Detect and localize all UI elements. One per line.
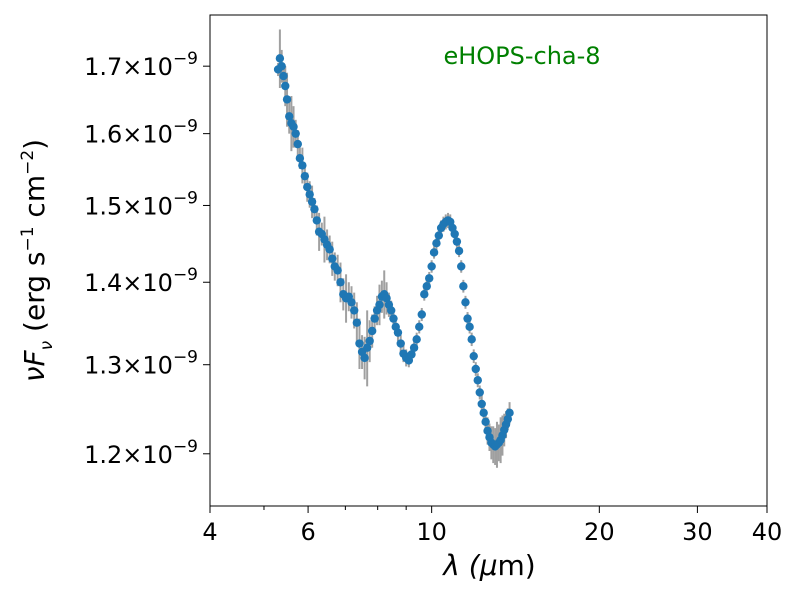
data-point bbox=[282, 95, 292, 104]
data-point bbox=[312, 216, 321, 225]
data-point bbox=[417, 310, 426, 319]
x-tick-label: 20 bbox=[584, 518, 615, 546]
data-point bbox=[450, 229, 459, 239]
data-point bbox=[279, 71, 288, 81]
data-point bbox=[469, 351, 478, 361]
data-point bbox=[277, 61, 286, 71]
data-point bbox=[454, 246, 464, 256]
data-point bbox=[459, 282, 468, 291]
y-axis-label-close: ) bbox=[18, 139, 51, 150]
data-point bbox=[281, 81, 290, 91]
x-axis-label: λ (μm) bbox=[441, 549, 535, 582]
x-axis-ticks: 4 6 10 20 30 40 bbox=[202, 506, 782, 546]
y-tick-label: 1.4×10−9 bbox=[84, 265, 198, 297]
data-point bbox=[328, 254, 337, 263]
data-point bbox=[481, 417, 490, 426]
data-point bbox=[382, 294, 391, 303]
x-tick-label: 40 bbox=[752, 518, 783, 546]
data-point bbox=[295, 154, 305, 163]
x-tick-label: 4 bbox=[202, 518, 217, 546]
y-axis-ticks: 1.2×10−9 1.3×10−9 1.4×10−9 1.5×10−9 1.6×10−9… bbox=[84, 49, 210, 469]
data-point bbox=[471, 364, 480, 374]
data-point bbox=[352, 318, 362, 327]
y-axis-label-exp-b: −2 bbox=[18, 150, 38, 175]
data-point bbox=[367, 326, 377, 336]
data-point bbox=[355, 339, 364, 348]
data-point bbox=[483, 426, 492, 436]
y-axis-label-subscript: ν bbox=[37, 340, 57, 350]
y-tick-label: 1.3×10−9 bbox=[84, 348, 198, 380]
data-point bbox=[452, 237, 462, 246]
data-point bbox=[303, 182, 312, 192]
plot-frame bbox=[209, 14, 768, 507]
data-point bbox=[347, 298, 356, 307]
data-point bbox=[289, 122, 298, 131]
y-tick-label: 1.2×10−9 bbox=[84, 437, 198, 469]
data-point bbox=[475, 388, 484, 397]
annotation-label: eHOPS-cha-8 bbox=[443, 42, 600, 70]
data-point bbox=[457, 262, 466, 271]
data-point bbox=[422, 282, 431, 291]
data-point bbox=[307, 197, 317, 206]
x-axis-label-symbol: μ bbox=[479, 549, 498, 582]
data-point bbox=[362, 343, 372, 352]
data-point bbox=[415, 322, 424, 332]
data-point bbox=[396, 339, 405, 348]
data-point bbox=[305, 190, 314, 199]
y-axis-label-unit-a: (erg s bbox=[18, 252, 51, 341]
data-point bbox=[325, 245, 334, 254]
data-point bbox=[336, 278, 345, 287]
data-point bbox=[434, 231, 444, 240]
y-tick-label: 1.7×10−9 bbox=[84, 49, 198, 81]
data-point bbox=[409, 343, 419, 352]
x-tick-label: 30 bbox=[682, 518, 713, 546]
point-layer bbox=[273, 54, 514, 451]
data-point bbox=[349, 306, 359, 315]
data-point bbox=[461, 298, 470, 307]
data-point bbox=[477, 399, 486, 409]
data-point bbox=[293, 139, 302, 149]
data-point bbox=[310, 204, 319, 214]
data-point bbox=[275, 54, 285, 63]
data-point bbox=[370, 314, 379, 323]
y-axis-label-exp-a: −1 bbox=[18, 226, 38, 251]
data-point bbox=[298, 161, 307, 170]
data-point bbox=[386, 306, 396, 315]
data-point bbox=[365, 336, 374, 346]
y-tick-label: 1.5×10−9 bbox=[84, 188, 198, 220]
data-point bbox=[375, 300, 384, 309]
data-point bbox=[360, 353, 369, 363]
data-point bbox=[389, 314, 398, 323]
data-point bbox=[463, 314, 472, 323]
y-tick-label: 1.6×10−9 bbox=[84, 117, 198, 149]
data-point bbox=[432, 238, 441, 248]
data-point bbox=[505, 408, 514, 418]
data-point bbox=[412, 335, 421, 344]
data-point bbox=[420, 290, 429, 299]
y-axis-label: νFν (erg s−1 cm−2) bbox=[18, 139, 57, 382]
data-point bbox=[473, 376, 482, 385]
data-point bbox=[407, 350, 416, 359]
data-point bbox=[465, 322, 474, 332]
data-point bbox=[291, 129, 300, 138]
data-point bbox=[300, 171, 310, 181]
errorbar-layer bbox=[277, 29, 511, 468]
data-point bbox=[393, 328, 403, 337]
x-axis-label-base: λ ( bbox=[441, 549, 480, 582]
x-axis-label-unit: m) bbox=[498, 549, 536, 582]
data-point bbox=[427, 262, 436, 271]
y-axis-label-quantity: νF bbox=[18, 349, 51, 382]
x-tick-label: 6 bbox=[300, 518, 315, 546]
x-tick-label: 10 bbox=[416, 518, 447, 546]
data-point bbox=[425, 274, 434, 283]
data-point bbox=[479, 408, 488, 418]
data-point bbox=[467, 335, 476, 344]
data-point bbox=[333, 266, 342, 275]
y-axis-label-unit-b: cm bbox=[18, 175, 51, 227]
data-point bbox=[285, 112, 294, 121]
data-point bbox=[429, 248, 439, 257]
